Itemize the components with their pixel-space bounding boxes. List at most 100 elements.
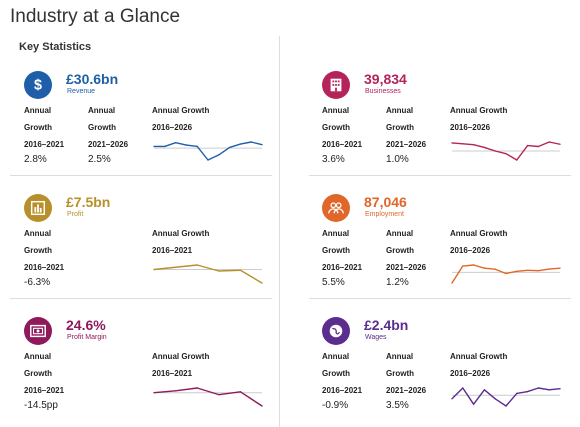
growth-value: 5.5% <box>322 277 345 288</box>
sparkline-segment <box>494 398 507 407</box>
growth-label-line: Growth <box>322 123 350 132</box>
chart-title-text: Annual Growth <box>152 229 210 238</box>
growth-label-line: 2021–2026 <box>386 263 427 272</box>
sparkline-segment <box>516 269 529 273</box>
growth-label-line: Growth <box>24 369 52 378</box>
sparkline-segment <box>537 141 550 148</box>
sparkline-segment <box>174 141 188 146</box>
sparkline-segment <box>537 268 550 272</box>
growth-label-line: Annual <box>322 229 350 238</box>
growth-label: Annual Growth 2016–2021 <box>24 102 64 153</box>
page-title: Industry at a Glance <box>10 6 181 27</box>
growth-label-line: 2016–2021 <box>322 386 363 395</box>
sparkline-chart <box>153 141 263 161</box>
growth-label-line: Annual <box>322 106 350 115</box>
sparkline-segment <box>228 143 242 149</box>
growth-label-line: Growth <box>386 123 414 132</box>
growth-value: -0.9% <box>322 400 349 411</box>
sparkline-segment <box>174 387 198 392</box>
sparkline-segment <box>505 270 518 275</box>
sparkline-segment <box>218 146 231 156</box>
growth-value: 3.5% <box>386 400 409 411</box>
growth-label: Annual Growth 2016–2021 <box>322 225 362 276</box>
growth-label-line: 2016–2021 <box>24 263 65 272</box>
sparkline-segment <box>185 144 198 148</box>
growth-label: Annual Growth 2021–2026 <box>88 102 128 153</box>
stat-card-businesses: 39,834 Businesses Annual Growth 2016–2021 3.6… <box>322 67 572 177</box>
sparkline-segment <box>250 141 263 146</box>
sparkline-segment <box>494 150 507 155</box>
stat-label: Profit <box>67 211 84 218</box>
growth-label-line: 2021–2026 <box>386 140 427 149</box>
sparkline-segment <box>472 143 486 149</box>
sparkline-segment <box>537 387 550 391</box>
growth-value: -6.3% <box>24 277 51 288</box>
stat-label: Revenue <box>67 88 96 95</box>
stat-label: Businesses <box>365 88 401 95</box>
growth-label-line: Annual <box>24 106 52 115</box>
growth-label-line: Annual <box>386 352 414 361</box>
sparkline-segment <box>451 265 464 284</box>
growth-label-line: Annual <box>322 352 350 361</box>
sparkline-segment <box>516 144 529 161</box>
growth-label-line: Annual <box>88 106 116 115</box>
growth-label-line: 2016–2021 <box>24 386 65 395</box>
sparkline-segment <box>483 146 496 152</box>
chart-title: Annual Growth 2016–2026 <box>152 102 209 136</box>
chart-title-text: Annual Growth <box>152 352 210 361</box>
stat-label: Employment <box>365 211 404 218</box>
chart-title-text: Annual Growth <box>450 229 508 238</box>
card-divider <box>309 298 571 299</box>
chart-title: Annual Growth 2016–2026 <box>450 348 507 382</box>
sparkline-segment <box>548 267 561 270</box>
stat-value: 24.6% <box>66 317 106 333</box>
sparkline-segment <box>196 145 209 161</box>
sparkline-segment <box>526 387 540 393</box>
sparkline-segment <box>462 264 475 267</box>
chart-title: Annual Growth 2016–2026 <box>450 225 507 259</box>
chart-title-text: Annual Growth <box>450 106 508 115</box>
stat-value: 39,834 <box>364 71 407 87</box>
sparkline-segment <box>451 387 464 400</box>
stat-label: Wages <box>365 334 387 341</box>
growth-label-line: Growth <box>386 246 414 255</box>
growth-value: 2.8% <box>24 154 47 165</box>
people-icon <box>322 194 350 222</box>
sparkline-segment <box>207 154 220 161</box>
chart-title: Annual Growth 2016–2026 <box>450 102 507 136</box>
chart-range-text: 2016–2026 <box>450 246 491 255</box>
globe-icon <box>322 317 350 345</box>
growth-label-line: Annual <box>386 106 414 115</box>
money-icon <box>24 317 52 345</box>
growth-label: Annual Growth 2021–2026 <box>386 102 426 153</box>
growth-label: Annual Growth 2016–2021 <box>24 225 64 276</box>
sparkline-segment <box>472 389 486 405</box>
stat-card-wages: £2.4bn Wages Annual Growth 2016–2021 -0.9% Ann… <box>322 313 572 423</box>
svg-text:$: $ <box>34 78 42 94</box>
growth-label-line: Annual <box>24 352 52 361</box>
sparkline-chart <box>153 264 263 284</box>
sparkline-segment <box>153 266 177 271</box>
chart-range-text: 2016–2026 <box>152 123 193 132</box>
growth-value: 2.5% <box>88 154 111 165</box>
sparkline-segment <box>451 142 464 145</box>
growth-label: Annual Growth 2021–2026 <box>386 348 426 399</box>
building-icon <box>322 71 350 99</box>
growth-label-line: 2016–2021 <box>322 140 363 149</box>
sparkline-segment <box>239 141 252 145</box>
stat-label: Profit Margin <box>67 334 107 341</box>
chart-range-text: 2016–2026 <box>450 123 491 132</box>
sparkline-segment <box>548 388 561 391</box>
chart-range-text: 2016–2026 <box>450 369 491 378</box>
sparkline-segment <box>494 268 507 275</box>
stat-card-profit: £7.5bn Profit Annual Growth 2016–2021 -6.3% An… <box>24 190 274 300</box>
stat-card-revenue: $ £30.6bn Revenue Annual Growth 2016–2021 2.8%… <box>24 67 274 177</box>
sparkline-segment <box>472 264 486 269</box>
bar-chart-icon <box>24 194 52 222</box>
sparkline-chart <box>451 264 561 284</box>
growth-label: Annual Growth 2021–2026 <box>386 225 426 276</box>
growth-label: Annual Growth 2016–2021 <box>322 348 362 399</box>
sparkline-segment <box>462 143 475 146</box>
sparkline-segment <box>239 269 263 284</box>
stat-value: £7.5bn <box>66 194 111 210</box>
